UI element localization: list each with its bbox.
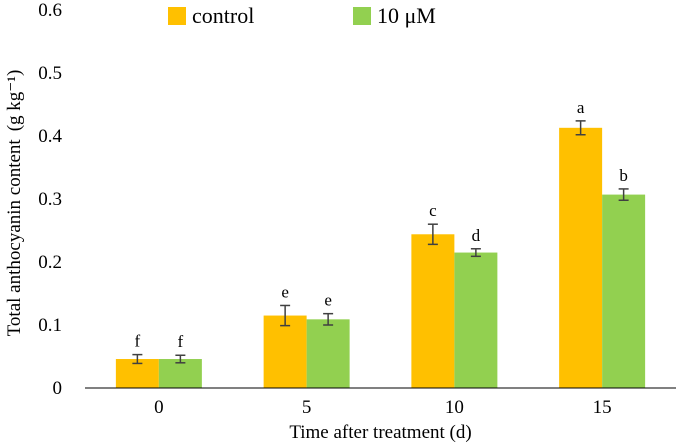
bar-10-m-15 [602,194,646,388]
legend: control 10 μM [168,3,436,28]
x-tick-label: 10 [445,397,464,418]
y-axis-title: Total anthocyanin content (g kg⁻¹) [4,70,25,337]
y-tick-label: 0 [53,378,63,399]
bar-control-5 [263,315,307,388]
bar-control-10 [411,234,455,388]
significance-letter: b [619,166,628,185]
y-axis-title-text: Total anthocyanin content [4,139,25,337]
y-tick-label: 0.1 [38,315,62,336]
y-tick-label: 0.4 [38,126,62,147]
bar-control-15 [559,127,603,388]
legend-label: control [192,3,254,28]
y-axis-ticks: 0 0.1 0.2 0.3 0.4 0.5 0.6 [38,0,62,399]
significance-letter: d [472,226,481,245]
significance-letter: e [324,291,332,310]
error-bars-layer [132,120,629,365]
significance-letter: f [178,332,184,351]
legend-swatch [353,7,371,25]
x-tick-label: 15 [593,397,612,418]
significance-letters-layer: f e c a f e d b [135,98,628,351]
bar-10-m-0 [158,359,202,388]
y-tick-label: 0.2 [38,252,62,273]
x-axis-title: Time after treatment (d) [289,422,471,443]
bar-10-m-5 [306,319,350,388]
legend-swatch [168,7,186,25]
significance-letter: f [135,332,141,351]
legend-label: 10 μM [377,3,436,28]
bars-layer [115,127,646,388]
significance-letter: e [281,282,289,301]
y-tick-label: 0.3 [38,189,62,210]
significance-letter: c [429,201,437,220]
x-axis-ticks: 0 5 10 15 [154,397,612,418]
bar-10-m-10 [454,252,498,388]
x-tick-label: 5 [302,397,312,418]
significance-letter: a [577,98,585,117]
y-tick-label: 0.6 [38,0,62,21]
y-tick-label: 0.5 [38,63,62,84]
y-axis-title-unit: (g kg⁻¹) [4,70,25,132]
x-tick-label: 0 [154,397,164,418]
